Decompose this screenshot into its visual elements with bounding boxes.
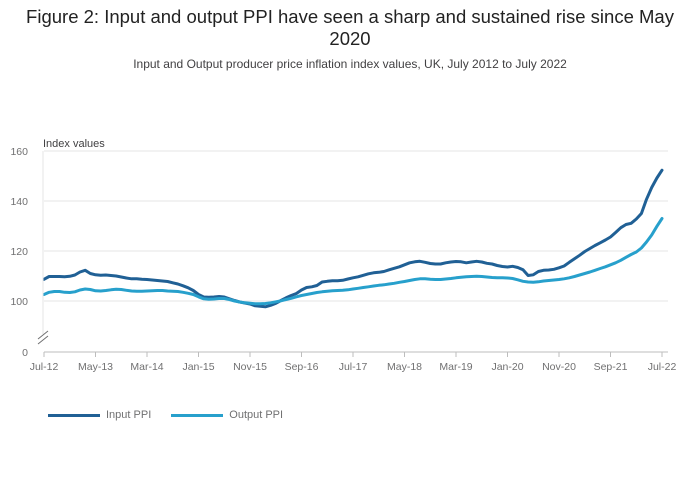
y-tick-label: 140 <box>10 196 28 208</box>
legend-label-input-ppi: Input PPI <box>106 409 152 421</box>
x-tick-label: Sep-16 <box>285 361 319 373</box>
chart-title: Figure 2: Input and output PPI have seen… <box>26 6 674 49</box>
x-tick-label: Jul-22 <box>648 361 677 373</box>
x-tick-label: Jul-17 <box>339 361 368 373</box>
y-axis-ticks: 0 100 120 140 160 <box>10 146 28 359</box>
series-lines <box>42 168 664 309</box>
gridlines <box>44 150 668 302</box>
x-tick-label: Jan-15 <box>182 361 214 373</box>
y-tick-label: 120 <box>10 246 28 258</box>
series-line-output-ppi <box>42 217 664 306</box>
legend: Input PPI Output PPI <box>48 409 283 421</box>
legend-item-input-ppi[interactable]: Input PPI <box>48 409 151 421</box>
chart-subtitle: Input and Output producer price inflatio… <box>133 57 567 71</box>
legend-swatch-input-ppi <box>48 413 100 417</box>
y-tick-label: 100 <box>10 296 28 308</box>
legend-swatch-output-ppi <box>171 413 224 417</box>
x-tick-label: Sep-21 <box>594 361 628 373</box>
axis-break-line <box>37 335 49 345</box>
legend-item-output-ppi[interactable]: Output PPI <box>171 409 283 421</box>
x-tick-label: Jul-12 <box>30 361 59 373</box>
x-tick-label: Nov-15 <box>233 361 267 373</box>
x-tick-label: Mar-19 <box>439 361 472 373</box>
x-axis: Jul-12 May-13 Mar-14 Jan-15 Nov-15 Sep-16 Jul-… <box>30 351 677 373</box>
series-line-input-ppi <box>42 168 664 309</box>
legend-label-output-ppi: Output PPI <box>229 409 284 421</box>
x-tick-label: Jan-20 <box>491 361 523 373</box>
x-tick-label: Nov-20 <box>542 361 576 373</box>
axis-break-line <box>37 330 49 340</box>
axis-break-marker <box>37 151 49 345</box>
y-tick-label: 160 <box>10 146 28 158</box>
y-tick-label: 0 <box>22 347 28 359</box>
y-axis-label: Index values <box>43 138 105 150</box>
x-tick-label: May-13 <box>78 361 113 373</box>
x-tick-label: Mar-14 <box>130 361 163 373</box>
x-tick-label: May-18 <box>387 361 422 373</box>
